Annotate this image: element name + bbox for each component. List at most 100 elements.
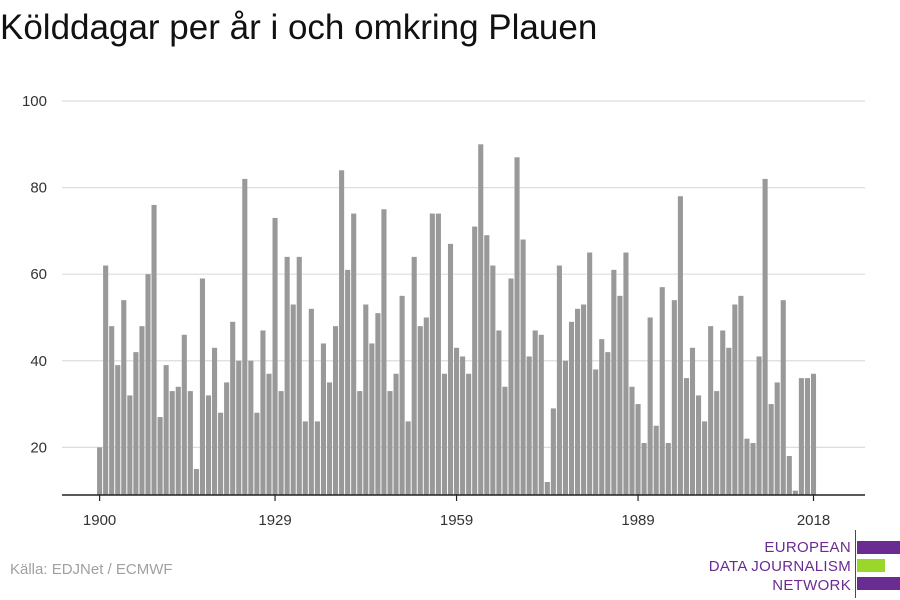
bar-2004 (726, 347, 732, 495)
x-axis: 1900 1929 1959 1989 2018 (62, 494, 865, 529)
logo-divider (855, 530, 856, 598)
bar-1979 (575, 308, 581, 495)
bar-1998 (689, 347, 696, 495)
bar-1919 (212, 347, 218, 495)
bar-1900 (97, 447, 103, 495)
y-tick-label: 60 (30, 266, 47, 283)
bar-1915 (187, 391, 193, 495)
bar-1960 (460, 356, 466, 495)
bar-2014 (786, 456, 792, 495)
bar-1977 (562, 360, 568, 495)
bar-1964 (484, 235, 490, 495)
bar-1907 (139, 326, 145, 495)
bar-1963 (478, 144, 484, 496)
bar-1927 (260, 330, 266, 495)
x-tick-label: 1959 (440, 512, 473, 529)
bar-2013 (780, 300, 786, 495)
bar-1953 (417, 326, 423, 495)
bar-2008 (750, 443, 756, 495)
bar-1956 (435, 213, 441, 496)
bar-1954 (423, 317, 429, 495)
bar-1925 (248, 360, 254, 495)
logo-line-data-journalism: DATA JOURNALISM (708, 558, 851, 575)
bar-1975 (550, 408, 556, 495)
y-axis: 20 40 60 80 100 (22, 93, 47, 456)
bar-1999 (696, 395, 702, 495)
bar-2017 (804, 378, 810, 495)
bar-1941 (345, 269, 351, 495)
bar-1986 (617, 295, 623, 495)
bar-1924 (242, 178, 248, 495)
bar-1972 (532, 330, 538, 495)
y-tick-label: 80 (30, 180, 47, 197)
logo-bar-top (857, 541, 900, 554)
bar-1909 (151, 204, 157, 495)
bar-1906 (133, 352, 139, 495)
bar-1973 (538, 334, 544, 495)
bar-1928 (266, 373, 272, 495)
bar-1930 (278, 391, 284, 495)
bar-1965 (490, 265, 496, 495)
bar-1958 (447, 243, 454, 495)
bar-2010 (762, 178, 768, 495)
bar-1936 (314, 421, 320, 495)
bar-1955 (429, 213, 435, 496)
bar-2001 (708, 326, 714, 495)
logo-bar-middle (857, 559, 885, 572)
logo-line-european: EUROPEAN (764, 539, 851, 556)
bar-1959 (454, 347, 460, 495)
bar-1938 (326, 382, 333, 495)
bar-1980 (581, 304, 587, 495)
bar-1989 (635, 404, 641, 495)
bar-1978 (568, 321, 575, 495)
bar-2003 (720, 330, 726, 495)
bar-1942 (351, 213, 357, 496)
bar-2009 (756, 356, 762, 495)
bar-1923 (236, 360, 242, 495)
bar-1971 (526, 356, 532, 495)
bar-1951 (405, 421, 411, 495)
bar-1976 (556, 265, 562, 495)
bar-2007 (744, 438, 750, 495)
bar-2011 (768, 404, 774, 495)
bar-1996 (677, 196, 683, 495)
bar-1913 (175, 386, 181, 495)
bar-1921 (224, 382, 230, 495)
bar-1991 (647, 317, 653, 495)
bar-1940 (339, 170, 345, 495)
bar-1969 (514, 157, 520, 496)
edjnet-logo: EUROPEAN DATA JOURNALISM NETWORK (700, 530, 900, 600)
bar-1990 (641, 443, 647, 495)
bar-2018 (810, 373, 817, 495)
bar-1903 (115, 365, 121, 495)
bar-1945 (369, 343, 375, 495)
bar-1992 (653, 425, 659, 495)
bar-1966 (496, 330, 502, 495)
source-note: Källa: EDJNet / ECMWF (10, 561, 173, 578)
bar-1916 (193, 469, 199, 495)
bar-1988 (629, 386, 635, 495)
bar-1901 (103, 265, 109, 495)
bar-1983 (599, 339, 605, 495)
bar-1995 (671, 300, 677, 495)
bar-1993 (659, 287, 665, 495)
bar-1967 (502, 386, 508, 495)
y-tick-label: 20 (30, 439, 47, 456)
logo-line-network: NETWORK (772, 577, 851, 594)
bar-2012 (774, 382, 780, 495)
bar-2006 (738, 295, 744, 495)
bar-1943 (357, 391, 363, 495)
bar-1948 (387, 391, 393, 495)
bar-1939 (333, 326, 339, 495)
bar-1912 (169, 391, 175, 495)
bar-2000 (702, 421, 708, 495)
bar-1922 (230, 321, 236, 495)
bar-1957 (441, 373, 447, 495)
bar-1934 (302, 421, 308, 495)
bar-1985 (611, 269, 617, 495)
bar-1968 (508, 278, 514, 495)
bar-1974 (544, 482, 550, 495)
bar-1908 (145, 274, 151, 495)
bar-1932 (290, 304, 296, 495)
